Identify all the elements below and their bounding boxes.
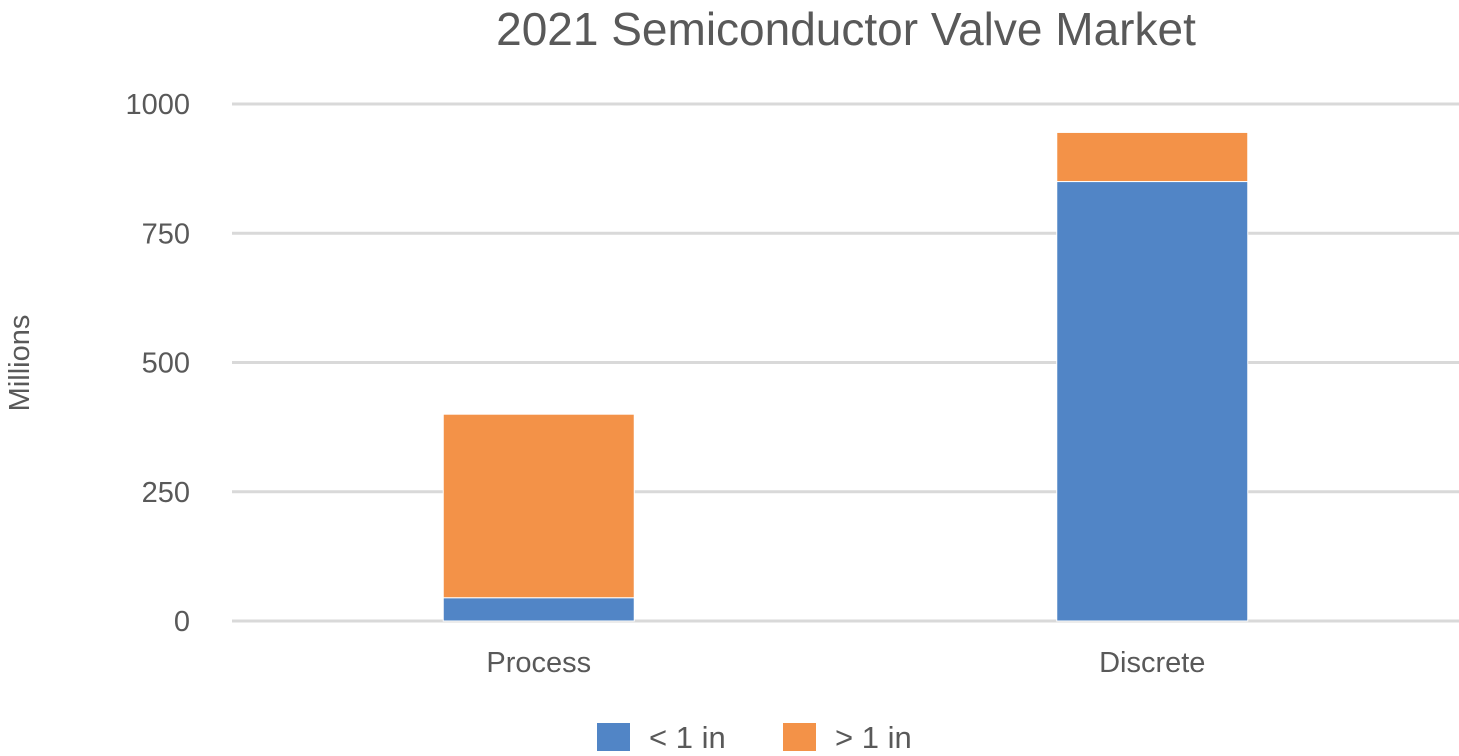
y-tick-label: 500 <box>142 348 190 380</box>
gridlines <box>232 102 1459 623</box>
x-tick-label: Process <box>486 647 591 679</box>
bar-discrete-series-0 <box>1056 181 1249 622</box>
y-tick-label: 750 <box>142 218 190 250</box>
legend: < 1 in > 1 in <box>597 720 912 755</box>
legend-swatch <box>783 723 816 751</box>
legend-label: < 1 in <box>649 720 726 755</box>
y-tick-label: 250 <box>142 477 190 509</box>
y-tick-label: 1000 <box>125 89 190 121</box>
y-axis-label: Millions <box>4 315 36 412</box>
y-axis-ticks: 0 250 500 750 1000 <box>125 89 190 638</box>
y-tick-label: 0 <box>174 606 190 638</box>
bar-discrete-series-1 <box>1056 131 1249 183</box>
bar-process-series-1 <box>442 413 635 599</box>
chart-title: 2021 Semiconductor Valve Market <box>496 3 1196 55</box>
legend-swatch <box>597 723 630 751</box>
legend-label: > 1 in <box>835 720 912 755</box>
x-axis-ticks: Process Discrete <box>486 647 1205 679</box>
bar-process-series-0 <box>442 597 635 622</box>
bars <box>442 131 1249 622</box>
x-tick-label: Discrete <box>1099 647 1205 679</box>
